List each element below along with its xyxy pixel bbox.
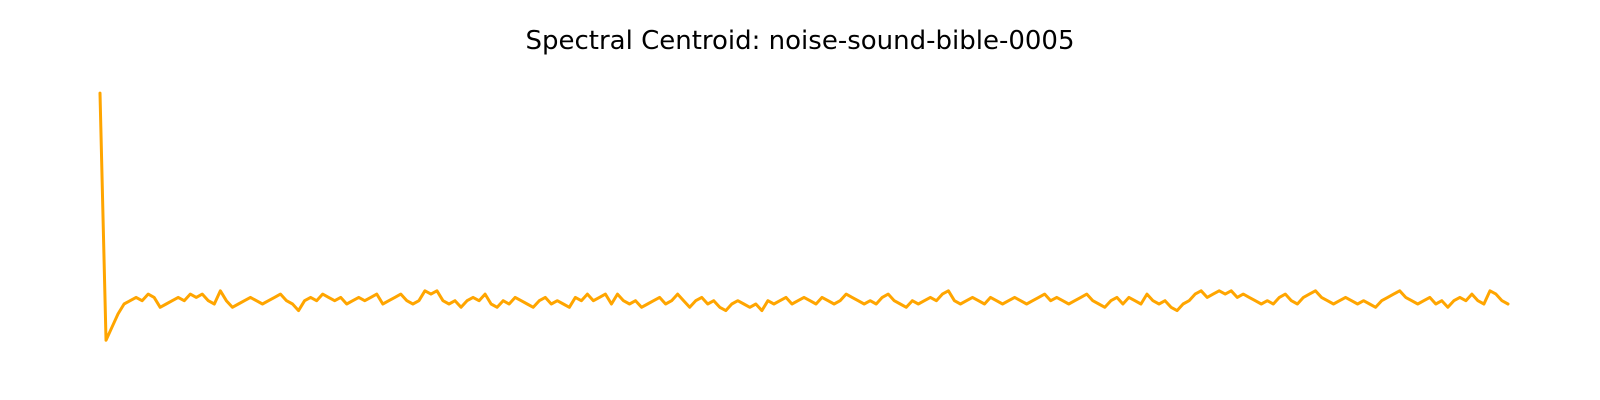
series-line-0: [98, 91, 1510, 342]
chart-title: Spectral Centroid: noise-sound-bible-000…: [525, 26, 1075, 56]
